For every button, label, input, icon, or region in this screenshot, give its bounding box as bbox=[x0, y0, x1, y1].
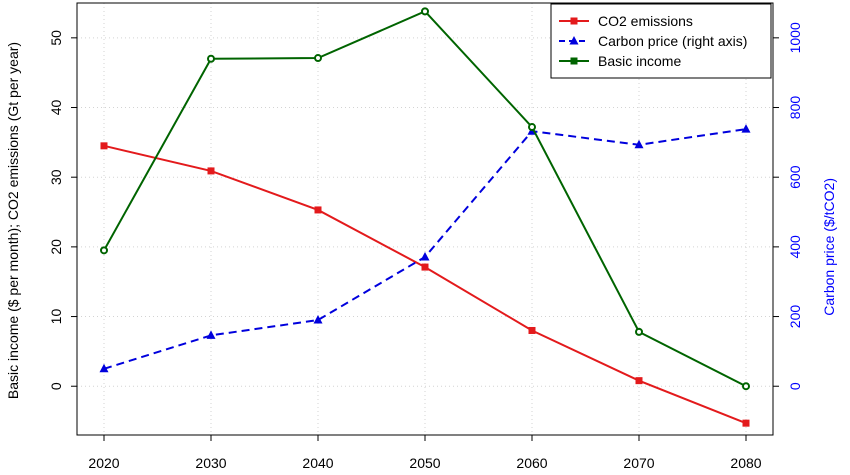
data-point-carbon-price bbox=[99, 363, 109, 373]
data-point-basic-income bbox=[742, 382, 750, 391]
x-tick-label: 2040 bbox=[302, 455, 333, 471]
legend-marker bbox=[570, 17, 578, 25]
x-tick-label: 2020 bbox=[88, 455, 119, 471]
legend-marker bbox=[569, 36, 579, 45]
right-tick-label: 200 bbox=[787, 305, 803, 329]
x-tick-label: 2060 bbox=[516, 455, 547, 471]
data-point-carbon-price bbox=[634, 139, 644, 149]
data-point-carbon-price bbox=[741, 124, 751, 133]
data-point-co2 bbox=[742, 419, 750, 427]
axes-layer: 2020 2030 2040 2050 2060 2070 208001020304050B… bbox=[5, 2, 837, 471]
left-tick-label: 10 bbox=[48, 309, 64, 325]
data-point-co2 bbox=[635, 377, 643, 385]
data-point-basic-income bbox=[421, 7, 429, 16]
data-point-co2 bbox=[100, 142, 108, 150]
data-point-basic-income bbox=[528, 123, 536, 132]
legend-label: CO2 emissions bbox=[598, 13, 693, 29]
legend-box bbox=[550, 3, 772, 79]
data-point-carbon-price bbox=[420, 251, 430, 261]
right-tick-label: 400 bbox=[787, 235, 803, 259]
data-point-carbon-price bbox=[313, 315, 323, 324]
right-tick-label: 600 bbox=[787, 165, 803, 189]
x-tick-label: 2070 bbox=[623, 455, 654, 471]
legend-label: Basic income bbox=[598, 53, 681, 69]
legend-label: Carbon price (right axis) bbox=[598, 33, 747, 49]
right-tick-label: 0 bbox=[787, 382, 803, 390]
left-tick-label: 40 bbox=[48, 100, 64, 116]
right-tick-label: 800 bbox=[787, 96, 803, 120]
legend-marker bbox=[570, 57, 578, 65]
data-point-basic-income bbox=[207, 54, 215, 63]
right-axis-title: Carbon price ($/tCO2) bbox=[821, 178, 837, 316]
data-point-co2 bbox=[528, 326, 536, 334]
data-point-basic-income bbox=[314, 54, 322, 63]
data-point-co2 bbox=[421, 263, 429, 271]
series-layer bbox=[99, 7, 751, 427]
data-point-basic-income bbox=[635, 327, 643, 336]
x-tick-label: 2080 bbox=[730, 455, 761, 471]
x-tick-label: 2030 bbox=[195, 455, 226, 471]
legend: CO2 emissions Carbon price (right axis) Ba… bbox=[550, 3, 772, 79]
series-line-1 bbox=[103, 128, 747, 370]
left-tick-label: 20 bbox=[48, 239, 64, 255]
data-point-co2 bbox=[207, 167, 215, 175]
left-tick-label: 30 bbox=[48, 169, 64, 185]
left-tick-label: 0 bbox=[48, 382, 64, 390]
left-tick-label: 50 bbox=[48, 30, 64, 46]
data-point-carbon-price bbox=[206, 330, 216, 339]
x-tick-label: 2050 bbox=[409, 455, 440, 471]
data-point-co2 bbox=[314, 206, 322, 214]
data-point-basic-income bbox=[100, 246, 108, 255]
right-tick-label: 1000 bbox=[787, 22, 803, 53]
left-axis-title: Basic income ($ per month); CO2 emission… bbox=[5, 42, 21, 399]
